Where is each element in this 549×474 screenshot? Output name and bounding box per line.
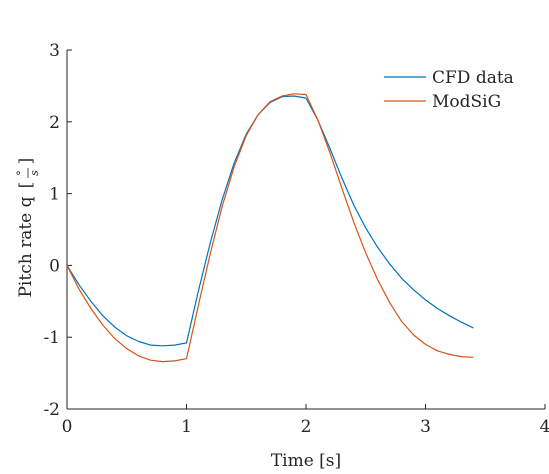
legend-label-modsig: ModSiG — [432, 92, 501, 112]
x-tick-label: 0 — [62, 417, 73, 437]
y-ticks: -2 -1 0 1 2 3 — [43, 41, 72, 420]
legend: CFD data ModSiG — [384, 68, 514, 112]
series-line-modsig — [66, 93, 474, 363]
y-tick-label: 2 — [49, 113, 60, 133]
y-tick-label: 3 — [49, 41, 60, 61]
y-axis-unit-bracket-right: ] — [16, 158, 36, 165]
x-ticks: 0 1 2 3 4 — [62, 404, 549, 437]
x-axis-label: Time [s] — [271, 451, 341, 471]
y-axis-title: Pitch rate q [ ° s ] — [15, 158, 41, 298]
x-tick-label: 2 — [301, 417, 312, 437]
y-tick-label: 1 — [49, 185, 60, 205]
y-axis-unit-bracket-left: [ — [16, 182, 36, 189]
x-axis-title: Time [s] — [271, 451, 341, 471]
x-tick-label: 3 — [420, 417, 431, 437]
y-axis-label: Pitch rate q — [16, 196, 36, 297]
y-tick-label: -1 — [43, 328, 60, 348]
y-tick-label: -2 — [43, 400, 60, 420]
y-axis-unit-bottom: s — [28, 170, 41, 176]
y-tick-label: 0 — [49, 256, 60, 276]
y-axis-unit-top: ° — [15, 170, 28, 176]
x-tick-label: 4 — [540, 417, 549, 437]
x-tick-label: 1 — [181, 417, 192, 437]
series-lines — [66, 93, 474, 363]
legend-label-cfd-data: CFD data — [432, 68, 514, 88]
series-line-cfd-data — [66, 95, 474, 347]
